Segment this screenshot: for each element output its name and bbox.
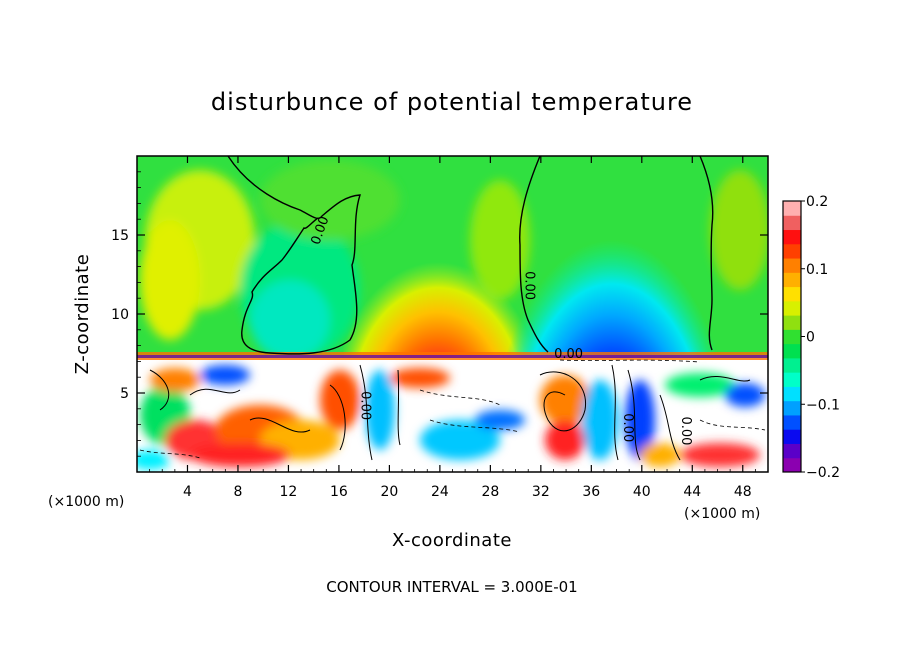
colorbar-swatch <box>783 400 801 416</box>
zero-contour-mid <box>519 156 549 353</box>
x-unit-left: (×1000 m) <box>48 494 124 510</box>
colorbar-swatch <box>783 372 801 387</box>
x-axis-title: X-coordinate <box>392 530 512 551</box>
x-unit-right: (×1000 m) <box>684 506 760 522</box>
contour-label: 0.00 <box>358 391 373 420</box>
contour-labels: 0.000.000.000.000.00 0.00 <box>308 214 693 445</box>
x-tick-label: 4 <box>183 484 192 500</box>
y-tick-label: 10 <box>111 307 129 323</box>
colorbar-swatch <box>783 258 801 273</box>
x-tick-label: 40 <box>633 484 651 500</box>
colorbar-swatch <box>783 457 801 473</box>
y-tick-label: 15 <box>111 228 129 244</box>
heatmap-field <box>137 156 768 472</box>
x-tick-label: 8 <box>233 484 242 500</box>
contour-label: 0.00 <box>678 416 693 445</box>
colorbar-swatch <box>783 386 801 402</box>
colorbar-swatch <box>783 215 801 231</box>
colorbar-tick-label: 0 <box>806 330 815 346</box>
colorbar-swatch <box>783 272 801 288</box>
colorbar-swatch <box>783 229 801 245</box>
colorbar-swatch <box>783 414 801 430</box>
colorbar-swatch <box>783 201 801 216</box>
x-tick-label: 12 <box>280 484 298 500</box>
x-tick-label: 32 <box>532 484 550 500</box>
colorbar-swatch <box>783 300 801 316</box>
colorbar-swatch <box>783 243 801 259</box>
zero-contour-right <box>699 156 714 351</box>
contour-label: 0.00 <box>620 413 635 442</box>
contour-interval-note: CONTOUR INTERVAL = 3.000E-01 <box>326 578 577 596</box>
dashed-contours <box>139 359 766 459</box>
y-axis-title: Z-coordinate <box>72 254 93 375</box>
colorbar-swatch <box>783 329 801 345</box>
contour-label: 0.00 <box>522 271 537 300</box>
colorbar-tick-label: 0.2 <box>806 194 828 210</box>
y-tick-label: 5 <box>120 386 129 402</box>
colorbar-swatch <box>783 286 801 302</box>
zero-contour-left <box>227 156 361 355</box>
x-tick-label: 36 <box>582 484 600 500</box>
contour-label: 0.00 <box>554 347 583 362</box>
x-tick-label: 20 <box>380 484 398 500</box>
colorbar-swatch <box>783 429 801 444</box>
chart-title: disturbunce of potential temperature <box>211 88 693 116</box>
x-tick-label: 28 <box>481 484 499 500</box>
colorbar-swatch <box>783 443 801 459</box>
x-tick-label: 24 <box>431 484 449 500</box>
x-tick-label: 44 <box>683 484 701 500</box>
colorbar-tick-label: −0.1 <box>806 397 840 413</box>
turbulent-contours <box>149 364 751 461</box>
y-axis: 5 10 15 <box>111 171 768 457</box>
colorbar-tick-label: 0.1 <box>806 262 828 278</box>
x-tick-label: 16 <box>330 484 348 500</box>
colorbar-swatch <box>783 357 801 373</box>
colorbar-swatch <box>783 315 801 330</box>
x-axis: 4 8 12 16 20 24 28 32 36 40 44 48 <box>149 156 756 500</box>
colorbar: 0.2 0.1 0 −0.1 −0.2 <box>782 194 840 481</box>
colorbar-tick-label: −0.2 <box>806 465 840 481</box>
colorbar-swatch <box>783 343 801 359</box>
x-tick-label: 48 <box>734 484 752 500</box>
